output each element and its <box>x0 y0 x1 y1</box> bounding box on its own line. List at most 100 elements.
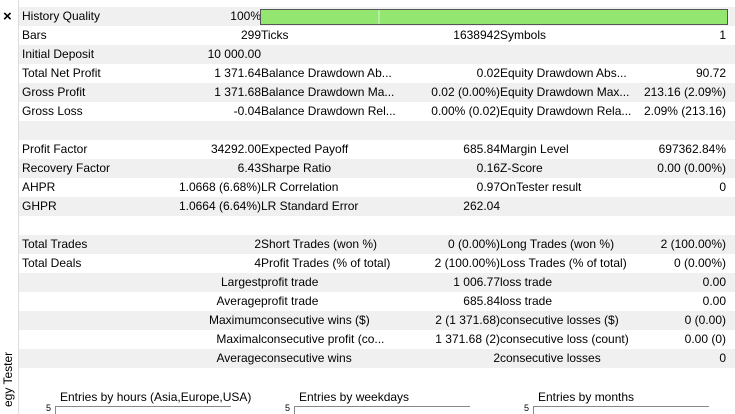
field-label: Profit Trades (% of total) <box>261 256 391 270</box>
row-label: Average <box>216 294 261 308</box>
field-value: 0 (0.00%) <box>673 256 726 270</box>
report-row: Gross Loss -0.04 Balance Drawdown Rel... 0.… <box>18 102 735 121</box>
field-value: 0.97 <box>476 180 500 194</box>
field-value: 1 371.68 (2) <box>435 332 500 346</box>
field-value: 1 371.64 <box>214 66 261 80</box>
field-value: 4 <box>254 256 261 270</box>
chart-title: Entries by hours (Asia,Europe,USA) <box>60 390 252 404</box>
report-row: GHPR 1.0664 (6.64%) LR Standard Error 262.0… <box>18 197 735 216</box>
field-value: 299 <box>240 28 261 42</box>
field-value: 1 371.68 <box>214 85 261 99</box>
field-label: Equity Drawdown Abs... <box>500 66 627 80</box>
field-label: Gross Loss <box>22 104 83 118</box>
report-row: Recovery Factor 6.43 Sharpe Ratio 0.16 Z-Sco… <box>18 159 735 178</box>
field-label: Initial Deposit <box>22 47 95 61</box>
chart-title: Entries by weekdays <box>299 390 410 404</box>
field-label: GHPR <box>22 199 57 213</box>
report-row: Total Deals 4 Profit Trades (% of total) 2 … <box>18 254 735 273</box>
report-row: Average profit trade 685.84 loss trade 0.00 <box>18 292 735 311</box>
field-value: 100% <box>230 9 261 23</box>
field-label: OnTester result <box>500 180 582 194</box>
row-label: Average <box>216 351 261 365</box>
field-value: 0.16 <box>476 161 500 175</box>
field-label: Balance Drawdown Ab... <box>261 66 392 80</box>
field-value: 685.84 <box>463 142 500 156</box>
field-label: consecutive loss (count) <box>500 332 629 346</box>
field-label: consecutive wins <box>261 351 352 365</box>
spacer-row <box>18 216 735 235</box>
report-row: Largest profit trade 1 006.77 loss trade 0.0… <box>18 273 735 292</box>
quality-bar-tick <box>378 10 380 24</box>
field-value: 2 <box>493 351 500 365</box>
field-value: 1.0664 (6.64%) <box>178 199 261 213</box>
panel-label: egy Tester <box>1 351 15 407</box>
quality-bar <box>260 9 728 25</box>
field-value: 1638942 <box>453 28 500 42</box>
field-value: 10 000.00 <box>207 47 261 61</box>
field-label: Sharpe Ratio <box>261 161 332 175</box>
field-value: 1 006.77 <box>453 275 500 289</box>
field-label: profit trade <box>261 275 319 289</box>
report-row: Profit Factor 34292.00 Expected Payoff 685.… <box>18 140 735 159</box>
field-value: 0.00 (0.00%) <box>657 161 726 175</box>
spacer-row <box>18 368 735 387</box>
field-label: Short Trades (won %) <box>261 237 378 251</box>
field-value: 6.43 <box>237 161 261 175</box>
field-value: 90.72 <box>695 66 726 80</box>
field-label: Total Trades <box>22 237 88 251</box>
field-value: 0.02 (0.00%) <box>431 85 500 99</box>
field-label: Z-Score <box>500 161 543 175</box>
field-value: 0 <box>719 351 726 365</box>
chart-axis <box>294 406 470 414</box>
field-value: 0.00 <box>702 275 726 289</box>
field-label: consecutive losses ($) <box>500 313 619 327</box>
field-label: Gross Profit <box>22 85 86 99</box>
field-value: 2 (100.00%) <box>660 237 726 251</box>
field-label: History Quality <box>22 9 101 23</box>
field-value: 0.02 <box>476 66 500 80</box>
field-value: 1.0668 (6.68%) <box>178 180 261 194</box>
field-value: 2.09% (213.16) <box>643 104 726 118</box>
field-value: 1 <box>719 28 726 42</box>
field-label: Balance Drawdown Rel... <box>261 104 396 118</box>
y-tick-label: 5 <box>285 403 291 413</box>
report-row: AHPR 1.0668 (6.68%) LR Correlation 0.97 OnTe… <box>18 178 735 197</box>
report-row: Maximal consecutive profit (co... 1 371.68… <box>18 330 735 349</box>
field-value: 0 <box>719 180 726 194</box>
field-label: consecutive losses <box>500 351 601 365</box>
close-button[interactable]: × <box>3 8 12 25</box>
field-label: AHPR <box>22 180 56 194</box>
field-label: loss trade <box>500 294 553 308</box>
field-label: Expected Payoff <box>261 142 349 156</box>
spacer-row <box>18 121 735 140</box>
field-label: Loss Trades (% of total) <box>500 256 627 270</box>
field-value: 0 (0.00) <box>684 313 726 327</box>
field-value: -0.04 <box>233 104 261 118</box>
report-row: Bars 299 Ticks 1638942 Symbols 1 <box>18 26 735 45</box>
field-value: 34292.00 <box>210 142 261 156</box>
sidebar: × egy Tester <box>0 0 19 414</box>
field-label: Bars <box>22 28 47 42</box>
field-label: Equity Drawdown Max... <box>500 85 630 99</box>
field-label: Long Trades (won %) <box>500 237 615 251</box>
field-value: 685.84 <box>463 294 500 308</box>
field-value: 0 (0.00%) <box>447 237 500 251</box>
report-row: Average consecutive wins 2 consecutive loss… <box>18 349 735 368</box>
field-label: LR Standard Error <box>261 199 359 213</box>
field-label: Margin Level <box>500 142 569 156</box>
chart-title: Entries by months <box>538 390 635 404</box>
field-label: profit trade <box>261 294 319 308</box>
report-row: Maximum consecutive wins ($) 2 (1 371.68) c… <box>18 311 735 330</box>
row-label: Maximum <box>208 313 261 327</box>
y-tick-label: 5 <box>46 403 52 413</box>
field-label: Profit Factor <box>22 142 88 156</box>
field-label: Symbols <box>500 28 547 42</box>
field-label: Balance Drawdown Ma... <box>261 85 395 99</box>
chart-axis <box>55 406 231 414</box>
report-row: Total Net Profit 1 371.64 Balance Drawdown… <box>18 64 735 83</box>
field-value: 0.00% (0.02) <box>431 104 500 118</box>
row-label: Largest <box>220 275 261 289</box>
field-label: loss trade <box>500 275 553 289</box>
chart-axis <box>533 406 709 414</box>
